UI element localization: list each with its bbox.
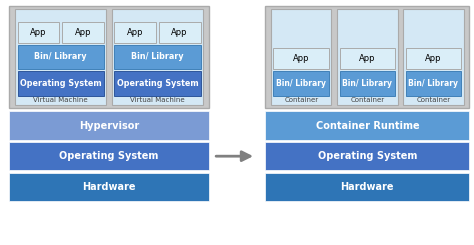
Text: Container: Container bbox=[350, 97, 384, 103]
FancyBboxPatch shape bbox=[339, 71, 395, 96]
Text: App: App bbox=[359, 54, 375, 63]
FancyBboxPatch shape bbox=[15, 9, 106, 105]
Text: App: App bbox=[293, 54, 310, 63]
Text: Hypervisor: Hypervisor bbox=[79, 121, 139, 131]
FancyBboxPatch shape bbox=[18, 22, 60, 43]
Text: Container: Container bbox=[416, 97, 450, 103]
FancyBboxPatch shape bbox=[406, 48, 461, 69]
FancyBboxPatch shape bbox=[265, 6, 469, 108]
Text: Operating System: Operating System bbox=[59, 151, 159, 161]
Text: Virtual Machine: Virtual Machine bbox=[130, 97, 185, 103]
FancyBboxPatch shape bbox=[114, 22, 156, 43]
FancyBboxPatch shape bbox=[339, 48, 395, 69]
FancyBboxPatch shape bbox=[337, 9, 398, 105]
FancyBboxPatch shape bbox=[271, 9, 331, 105]
FancyBboxPatch shape bbox=[62, 22, 104, 43]
FancyBboxPatch shape bbox=[273, 48, 329, 69]
FancyBboxPatch shape bbox=[406, 71, 461, 96]
FancyBboxPatch shape bbox=[403, 9, 464, 105]
FancyBboxPatch shape bbox=[114, 45, 201, 69]
Text: App: App bbox=[30, 28, 47, 37]
Text: App: App bbox=[171, 28, 188, 37]
FancyBboxPatch shape bbox=[9, 173, 209, 201]
FancyBboxPatch shape bbox=[112, 9, 203, 105]
FancyBboxPatch shape bbox=[265, 142, 469, 170]
Text: Bin/ Library: Bin/ Library bbox=[276, 79, 326, 88]
FancyBboxPatch shape bbox=[9, 6, 209, 108]
Text: Operating System: Operating System bbox=[20, 79, 101, 88]
FancyBboxPatch shape bbox=[265, 111, 469, 140]
Text: App: App bbox=[127, 28, 144, 37]
Text: Operating System: Operating System bbox=[117, 79, 198, 88]
FancyBboxPatch shape bbox=[9, 111, 209, 140]
Text: Operating System: Operating System bbox=[318, 151, 417, 161]
Text: Container Runtime: Container Runtime bbox=[316, 121, 419, 131]
Text: App: App bbox=[74, 28, 91, 37]
FancyBboxPatch shape bbox=[114, 71, 201, 96]
Text: Bin/ Library: Bin/ Library bbox=[409, 79, 458, 88]
FancyBboxPatch shape bbox=[158, 22, 201, 43]
FancyBboxPatch shape bbox=[273, 71, 329, 96]
FancyBboxPatch shape bbox=[9, 142, 209, 170]
Text: Virtual Machine: Virtual Machine bbox=[33, 97, 88, 103]
Text: App: App bbox=[425, 54, 442, 63]
FancyBboxPatch shape bbox=[18, 71, 104, 96]
Text: Container: Container bbox=[284, 97, 319, 103]
FancyBboxPatch shape bbox=[265, 173, 469, 201]
Text: Hardware: Hardware bbox=[82, 182, 136, 192]
Text: Bin/ Library: Bin/ Library bbox=[131, 52, 184, 61]
Text: Bin/ Library: Bin/ Library bbox=[342, 79, 392, 88]
Text: Bin/ Library: Bin/ Library bbox=[34, 52, 87, 61]
Text: Hardware: Hardware bbox=[341, 182, 394, 192]
FancyBboxPatch shape bbox=[18, 45, 104, 69]
